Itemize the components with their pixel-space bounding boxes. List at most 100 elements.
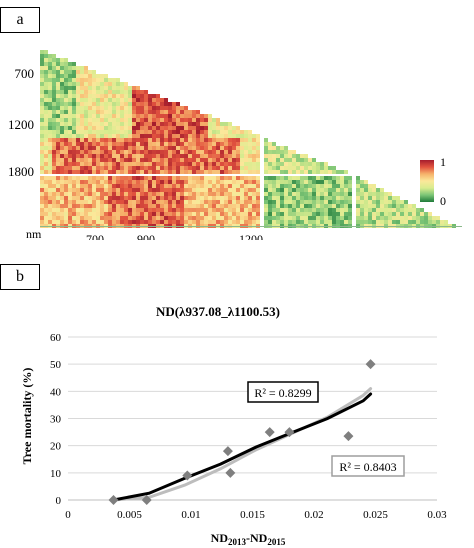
heatmap-cell (248, 154, 252, 158)
heatmap-cell (144, 184, 148, 188)
heatmap-cell (232, 150, 236, 154)
heatmap-cell (316, 166, 320, 170)
heatmap-cell (204, 216, 208, 220)
heatmap-cell (328, 188, 332, 192)
heatmap-cell (248, 162, 252, 166)
heatmap-cell (156, 154, 160, 158)
heatmap-cell (40, 118, 44, 122)
heatmap-cell (360, 220, 364, 224)
heatmap-cell (52, 154, 56, 158)
heatmap-cell (248, 170, 252, 174)
heatmap-cell (128, 90, 132, 94)
heatmap-cell (228, 142, 232, 146)
heatmap-cell (48, 70, 52, 74)
heatmap-cell (88, 78, 92, 82)
heatmap-cell (76, 184, 80, 188)
heatmap-cell (372, 188, 376, 192)
heatmap-cell (44, 176, 48, 180)
heatmap-cell (252, 208, 256, 212)
heatmap-cell (360, 180, 364, 184)
heatmap-cell (140, 176, 144, 180)
heatmap-cell (156, 192, 160, 196)
heatmap-cell (44, 94, 48, 98)
heatmap-cell (188, 180, 192, 184)
heatmap-cell (128, 102, 132, 106)
heatmap-cell (240, 166, 244, 170)
heatmap-cell (164, 146, 168, 150)
heatmap-cell (256, 170, 260, 174)
heatmap-cell (176, 118, 180, 122)
heatmap-cell (320, 170, 324, 174)
heatmap-cell (168, 176, 172, 180)
heatmap-cell (88, 212, 92, 216)
fit-label-1-text: R² = 0.8299 (254, 386, 311, 400)
heatmap-cell (224, 134, 228, 138)
heatmap-cell (84, 74, 88, 78)
heatmap-cell (268, 154, 272, 158)
heatmap-cell (84, 114, 88, 118)
heatmap-cell (132, 220, 136, 224)
heatmap-cell (108, 196, 112, 200)
heatmap-cell (268, 146, 272, 150)
heatmap-cell (180, 162, 184, 166)
heatmap-cell (340, 184, 344, 188)
heatmap-cell (292, 192, 296, 196)
heatmap-cell (208, 208, 212, 212)
heatmap-cell (188, 158, 192, 162)
heatmap-cell (228, 192, 232, 196)
colorbar-max-label: 1 (440, 155, 446, 169)
heatmap-cell (140, 204, 144, 208)
heatmap-cell (132, 188, 136, 192)
heatmap-cell (68, 74, 72, 78)
heatmap-cell (104, 196, 108, 200)
heatmap-cell (188, 130, 192, 134)
heatmap-cell (256, 166, 260, 170)
heatmap-cell (296, 200, 300, 204)
heatmap-cell (252, 220, 256, 224)
heatmap-cell (44, 134, 48, 138)
heatmap-cell (64, 114, 68, 118)
heatmap-cell (208, 142, 212, 146)
heatmap-cell (292, 208, 296, 212)
heatmap-cell (120, 90, 124, 94)
heatmap-cell (380, 208, 384, 212)
heatmap-cell (192, 176, 196, 180)
heatmap-blocks (40, 50, 462, 228)
heatmap-cell (160, 180, 164, 184)
heatmap-cell (128, 176, 132, 180)
heatmap-cell (180, 184, 184, 188)
heatmap-cell (80, 110, 84, 114)
heatmap-cell (140, 90, 144, 94)
heatmap-cell (68, 110, 72, 114)
heatmap-cell (64, 220, 68, 224)
heatmap-cell (44, 66, 48, 70)
heatmap-cell (108, 126, 112, 130)
heatmap-cell (88, 114, 92, 118)
heatmap-cell (228, 138, 232, 142)
heatmap-cell (236, 146, 240, 150)
heatmap-cell (216, 158, 220, 162)
heatmap-cell (108, 200, 112, 204)
heatmap-cell (208, 176, 212, 180)
heatmap-cell (160, 138, 164, 142)
heatmap-cell (172, 208, 176, 212)
heatmap-cell (132, 184, 136, 188)
heatmap-cell (296, 158, 300, 162)
heatmap-cell (64, 106, 68, 110)
heatmap-cell (108, 118, 112, 122)
heatmap-cell (216, 184, 220, 188)
heatmap-cell (152, 138, 156, 142)
heatmap-cell (72, 62, 76, 66)
heatmap-cell (136, 102, 140, 106)
heatmap-cell (148, 188, 152, 192)
heatmap-cell (112, 122, 116, 126)
heatmap-cell (176, 188, 180, 192)
heatmap-cell (40, 188, 44, 192)
heatmap-cell (160, 130, 164, 134)
heatmap-cell (136, 208, 140, 212)
heatmap-cell (92, 118, 96, 122)
heatmap-cell (236, 130, 240, 134)
heatmap-cell (144, 204, 148, 208)
heatmap-cell (332, 212, 336, 216)
heatmap-cell (80, 66, 84, 70)
